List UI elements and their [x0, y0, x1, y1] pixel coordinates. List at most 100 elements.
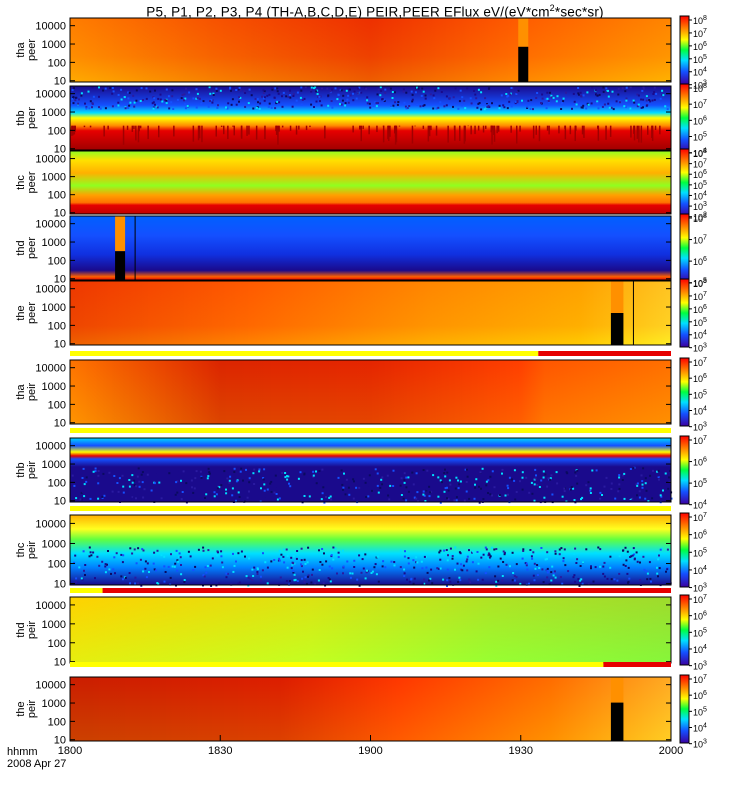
noise-pixel [560, 108, 563, 110]
noise-pixel [457, 487, 460, 490]
noise-pixel [137, 547, 140, 550]
noise-pixel [601, 494, 603, 496]
noise-spike [382, 125, 385, 127]
noise-pixel [494, 483, 497, 486]
noise-pixel [174, 493, 177, 496]
noise-pixel [594, 566, 597, 569]
noise-pixel [292, 555, 295, 558]
noise-pixel [136, 492, 139, 495]
noise-pixel [252, 107, 255, 110]
noise-pixel [632, 467, 635, 470]
noise-pixel [120, 88, 123, 91]
noise-pixel [530, 99, 533, 102]
noise-pixel [92, 470, 95, 473]
noise-pixel [607, 102, 610, 105]
noise-pixel [144, 567, 147, 570]
noise-spike [103, 125, 105, 137]
noise-pixel [391, 97, 394, 99]
noise-pixel [484, 97, 487, 100]
colorbar-tick-label: 106 [693, 530, 707, 541]
noise-pixel [473, 89, 475, 92]
noise-pixel [654, 478, 657, 481]
y-tick-label: 10 [54, 339, 66, 351]
noise-pixel [291, 561, 294, 564]
x-axis: 1800 1830 1900 1930 2000 [58, 735, 683, 757]
noise-pixel [443, 472, 446, 474]
noise-pixel [167, 95, 170, 98]
noise-pixel [258, 468, 261, 471]
noise-pixel [481, 578, 484, 581]
noise-pixel [192, 97, 195, 100]
noise-pixel [561, 102, 563, 105]
noise-pixel [186, 476, 189, 479]
noise-pixel [466, 569, 469, 572]
noise-pixel [476, 106, 479, 109]
noise-pixel [532, 484, 535, 487]
noise-pixel [442, 578, 445, 581]
noise-pixel [653, 91, 656, 94]
noise-pixel [286, 475, 288, 478]
noise-pixel [478, 501, 481, 504]
noise-pixel [91, 102, 94, 105]
noise-pixel [421, 87, 424, 90]
noise-pixel [248, 481, 251, 484]
noise-pixel [501, 468, 504, 471]
noise-pixel [112, 90, 115, 93]
noise-pixel [163, 555, 166, 558]
y-tick-label: 1000 [42, 459, 66, 471]
noise-pixel [374, 468, 377, 471]
noise-pixel [262, 89, 265, 92]
noise-pixel [517, 483, 520, 485]
noise-pixel [487, 554, 490, 557]
noise-pixel [581, 496, 584, 499]
noise-pixel [603, 103, 606, 106]
noise-pixel [132, 94, 135, 97]
noise-pixel [411, 98, 414, 101]
noise-pixel [465, 481, 468, 483]
noise-pixel [304, 576, 307, 579]
noise-pixel [573, 574, 576, 577]
noise-pixel [512, 572, 515, 574]
spectrogram-bands [70, 515, 671, 585]
noise-pixel [562, 560, 565, 563]
noise-pixel [278, 497, 281, 500]
noise-pixel [637, 94, 640, 97]
colorbar [679, 278, 690, 348]
noise-pixel [263, 489, 266, 492]
noise-pixel [89, 551, 92, 554]
noise-pixel [340, 89, 343, 92]
noise-pixel [607, 95, 610, 98]
noise-pixel [443, 549, 446, 552]
noise-pixel [277, 92, 280, 95]
noise-pixel [420, 560, 423, 563]
noise-pixel [83, 483, 86, 486]
noise-pixel [193, 487, 196, 490]
noise-spike [126, 125, 129, 130]
noise-pixel [403, 568, 406, 571]
noise-pixel [488, 566, 491, 569]
noise-pixel [653, 86, 656, 89]
noise-pixel [104, 571, 107, 574]
noise-pixel [527, 99, 530, 102]
noise-pixel [132, 493, 135, 495]
noise-pixel [488, 556, 491, 559]
colorbar-tick-label: 106 [693, 304, 707, 315]
noise-pixel [517, 89, 520, 92]
noise-pixel [245, 468, 247, 471]
noise-pixel [507, 487, 510, 490]
noise-pixel [629, 107, 632, 110]
y-tick-label: 100 [48, 57, 66, 69]
noise-pixel [71, 98, 74, 100]
noise-pixel [233, 564, 236, 567]
y-tick-label: 100 [48, 255, 66, 267]
noise-pixel [613, 471, 616, 473]
noise-pixel [593, 471, 596, 474]
noise-pixel [495, 584, 498, 587]
noise-pixel [104, 107, 107, 110]
y-tick-label: 1000 [42, 698, 66, 710]
noise-pixel [618, 555, 621, 558]
noise-spike [122, 125, 125, 145]
noise-spike [264, 125, 266, 140]
noise-pixel [263, 90, 266, 93]
noise-pixel [404, 550, 406, 553]
